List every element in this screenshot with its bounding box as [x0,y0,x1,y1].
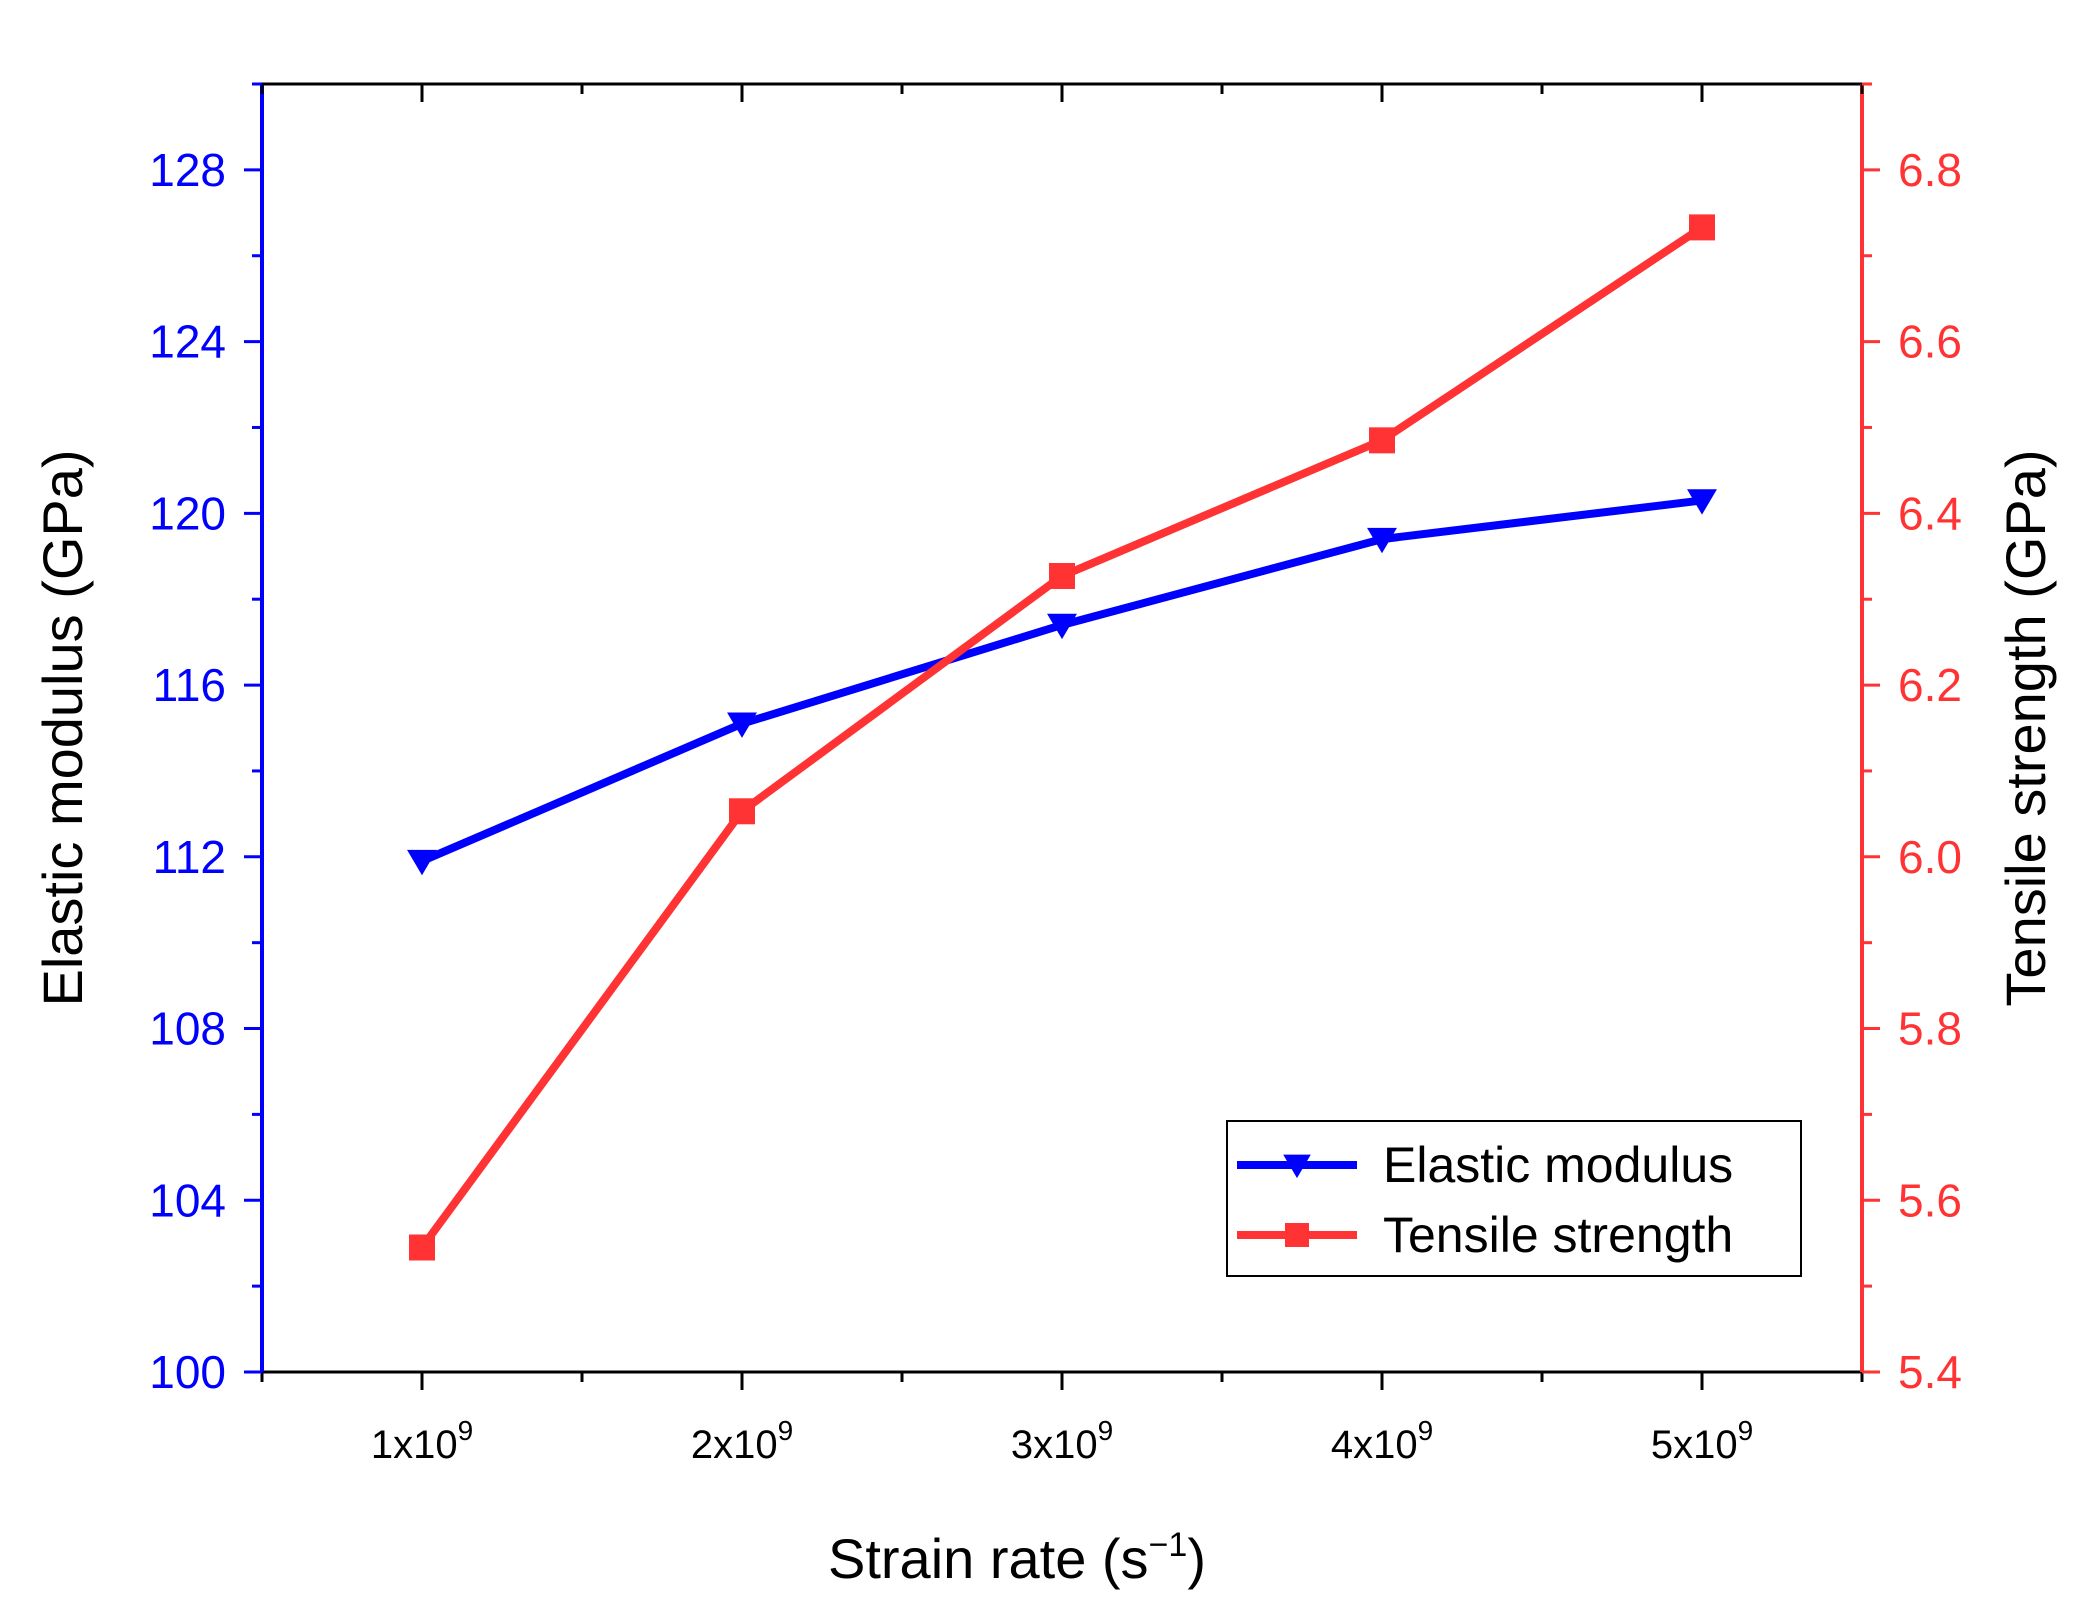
data-point [1689,214,1715,241]
y-right-tick-label: 5.4 [1898,1346,1962,1398]
y-left-tick-label: 104 [149,1174,226,1226]
y-axis-right-title: Tensile strength (GPa) [1994,449,2057,1006]
series-elastic-modulus [407,489,1717,876]
y-right-tick-label: 6.6 [1898,316,1962,368]
legend: Elastic modulus Tensile strength [1226,1120,1802,1277]
series-line [418,224,1705,1250]
data-point [729,798,755,825]
x-tick-label: 4x109 [1331,1415,1433,1467]
legend-label: Elastic modulus [1383,1137,1733,1193]
y-left-tick-label: 108 [149,1003,226,1055]
data-point [1687,489,1717,515]
y-right-tick-label: 6.0 [1898,831,1962,883]
y-right-tick-label: 6.2 [1898,659,1962,711]
data-point [1047,613,1077,640]
y-left-tick-label: 112 [153,831,226,883]
x-tick-label: 3x109 [1011,1415,1113,1467]
x-tick-label: 2x109 [691,1415,793,1467]
y-axis-left: 100 104 108 112 116 120 124 128 [149,82,262,1398]
y-left-tick-label: 124 [149,316,226,368]
legend-box [1226,1120,1802,1277]
series-tensile-strength [409,214,1715,1261]
legend-marker [1283,1154,1311,1179]
data-point [409,1234,435,1261]
y-left-tick-label: 128 [149,144,226,196]
y-right-tick-label: 6.8 [1898,144,1962,196]
y-right-tick-label: 5.8 [1898,1003,1962,1055]
data-point [727,712,757,738]
series-line [420,496,1703,865]
x-tick-label: 1x109 [371,1415,473,1467]
legend-label: Tensile strength [1383,1207,1733,1263]
data-point [1049,563,1075,590]
data-point [407,849,437,876]
x-tick-label: 5x109 [1651,1415,1753,1467]
y-right-tick-label: 5.6 [1898,1174,1962,1226]
x-axis-title: Strain rate (s−1) [828,1526,1206,1590]
legend-marker [1285,1223,1309,1247]
y-left-tick-label: 116 [153,659,226,711]
data-point [1367,527,1397,554]
y-left-tick-label: 100 [149,1346,226,1398]
x-axis: 1x109 2x109 3x109 4x109 5x109 [260,84,1864,1467]
y-axis-left-title: Elastic modulus (GPa) [31,449,94,1006]
y-axis-right: 5.4 5.6 5.8 6.0 6.2 6.4 6.6 6.8 [1862,82,1962,1398]
y-right-tick-label: 6.4 [1898,487,1962,539]
y-left-tick-label: 120 [149,487,226,539]
data-point [1369,427,1395,454]
series-layer [407,214,1717,1261]
